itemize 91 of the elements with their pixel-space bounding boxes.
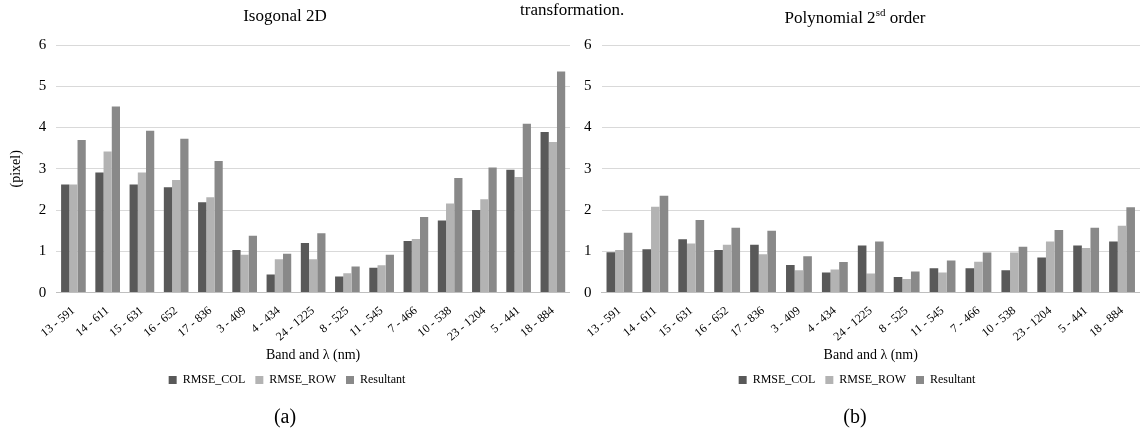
y-tick-label: 5 xyxy=(38,77,47,94)
bar xyxy=(786,264,795,293)
legend-label: Resultant xyxy=(930,372,977,387)
y-axis-title: (pixel) xyxy=(8,149,25,188)
bar xyxy=(946,260,956,293)
bar xyxy=(731,227,741,293)
bar xyxy=(317,233,326,293)
bar xyxy=(522,123,531,293)
bar xyxy=(77,139,86,293)
bar xyxy=(454,177,463,293)
y-tick-label: 6 xyxy=(38,35,47,52)
bar xyxy=(1001,270,1011,293)
bar xyxy=(821,272,831,293)
bar xyxy=(95,172,104,293)
legend-label: RMSE_ROW xyxy=(269,372,337,387)
y-tick-label: 3 xyxy=(38,159,47,176)
y-tick-label: 4 xyxy=(584,118,592,135)
bar xyxy=(146,130,155,293)
bar xyxy=(556,71,566,293)
bar xyxy=(695,219,705,293)
legend-label: Resultant xyxy=(360,372,407,387)
bar xyxy=(1054,229,1064,293)
bar xyxy=(839,262,848,293)
bar xyxy=(982,252,992,293)
bar xyxy=(488,167,497,293)
bar xyxy=(232,250,241,293)
y-tick-label: 4 xyxy=(38,118,47,135)
y-tick-label: 3 xyxy=(584,159,592,176)
bar xyxy=(1037,257,1046,293)
chart-title: Isogonal 2D xyxy=(243,6,327,25)
bar xyxy=(540,132,549,293)
bar xyxy=(403,241,412,293)
y-tick-label: 0 xyxy=(38,283,47,300)
bar xyxy=(198,202,207,293)
bar xyxy=(180,138,189,293)
bar xyxy=(767,230,776,293)
text: (b) xyxy=(842,405,868,428)
bar xyxy=(803,256,812,293)
legend-label: RMSE_COL xyxy=(182,372,246,387)
x-axis-title: Band and λ (nm) xyxy=(266,347,361,364)
bar xyxy=(623,232,633,293)
bar xyxy=(385,254,394,293)
x-tick-label: 3 - 409 xyxy=(767,303,803,336)
bar xyxy=(678,239,687,293)
bar xyxy=(335,276,344,293)
bar xyxy=(351,266,360,293)
text: transformation. xyxy=(520,0,625,20)
legend-label: RMSE_ROW xyxy=(839,372,907,387)
bar xyxy=(714,250,723,293)
bar xyxy=(283,253,292,293)
bar xyxy=(1090,227,1100,293)
bar xyxy=(750,244,759,293)
bar xyxy=(910,271,920,293)
bar xyxy=(437,220,447,293)
bar xyxy=(642,249,652,293)
bar xyxy=(659,195,669,293)
bar xyxy=(606,252,616,293)
bar xyxy=(1018,246,1028,293)
x-axis-title: Band and λ (nm) xyxy=(823,347,919,364)
y-tick-label: 0 xyxy=(584,283,592,300)
y-tick-label: 5 xyxy=(584,77,592,94)
x-tick-label: 3 - 409 xyxy=(213,303,249,336)
y-tick-label: 6 xyxy=(584,35,592,52)
x-tick-label: 7 - 466 xyxy=(947,303,983,336)
bar xyxy=(163,187,173,293)
legend-label: RMSE_COL xyxy=(752,372,816,387)
bar xyxy=(266,274,275,293)
bar xyxy=(893,276,903,293)
y-tick-label: 1 xyxy=(38,242,47,259)
bar xyxy=(420,217,429,293)
bar xyxy=(472,210,481,293)
bar xyxy=(369,267,378,293)
bar xyxy=(1073,245,1082,293)
y-tick-label: 1 xyxy=(584,242,592,259)
bar xyxy=(111,106,120,293)
bar xyxy=(857,245,867,293)
chart-title: Polynomial 2$^{sd}$ order xyxy=(784,6,926,27)
bar xyxy=(1126,207,1135,293)
bar xyxy=(929,268,939,293)
text: (a) xyxy=(272,405,298,428)
y-tick-label: 2 xyxy=(38,201,47,218)
bar xyxy=(506,169,515,293)
bar xyxy=(248,235,257,293)
bar xyxy=(214,160,223,293)
y-tick-label: 2 xyxy=(584,201,592,218)
bar xyxy=(1109,241,1118,293)
bar xyxy=(965,268,975,293)
bar xyxy=(129,184,138,293)
bar xyxy=(875,241,884,293)
bar xyxy=(61,184,70,293)
bar xyxy=(300,243,310,293)
